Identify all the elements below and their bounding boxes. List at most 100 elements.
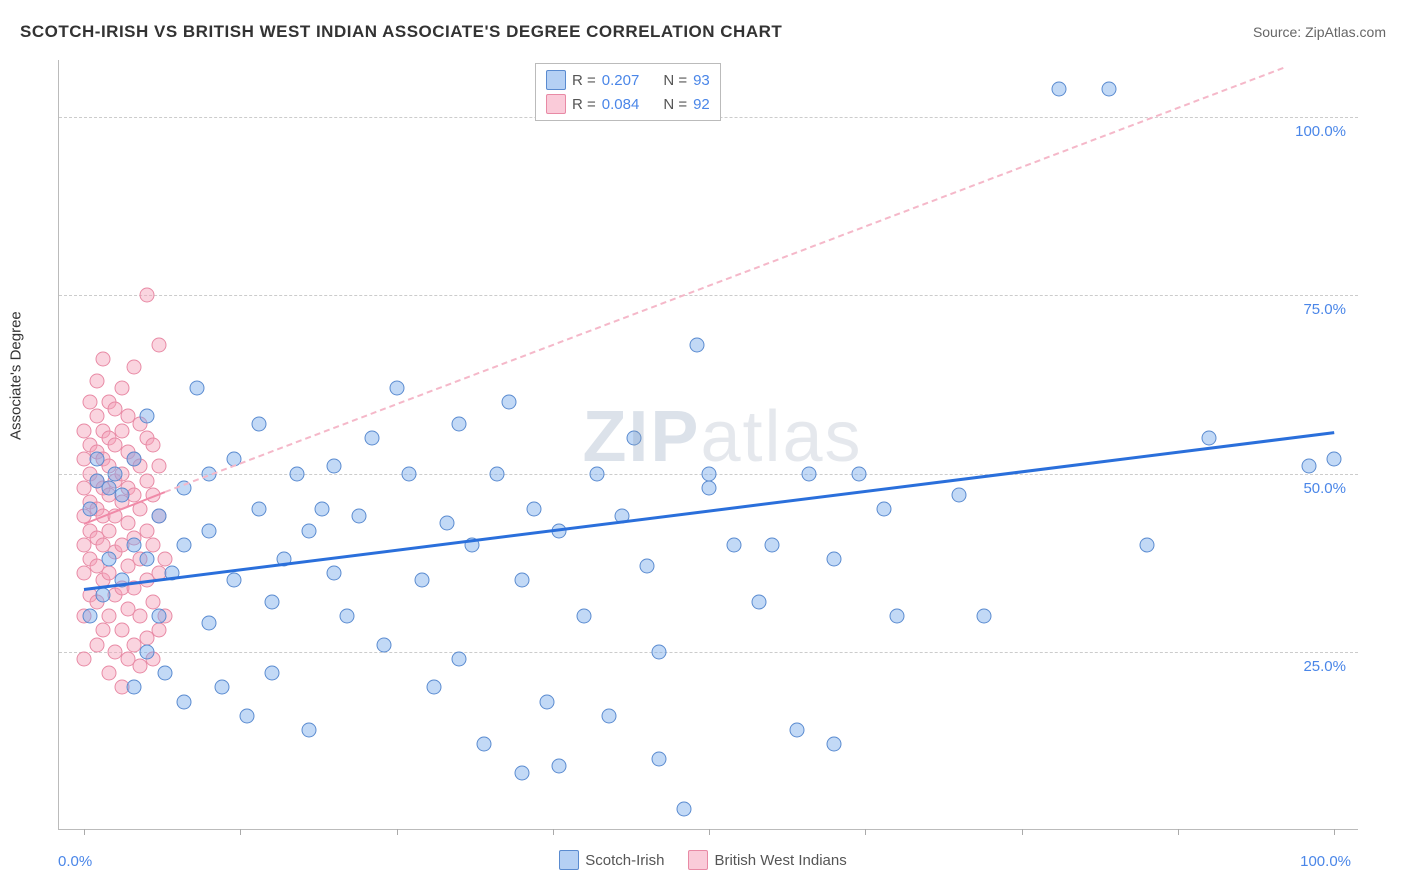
stat-n-label: N = (663, 72, 687, 89)
scatter-point (1102, 81, 1117, 96)
scatter-point (108, 466, 123, 481)
scatter-point (158, 666, 173, 681)
source-link[interactable]: ZipAtlas.com (1305, 24, 1386, 40)
scatter-point (539, 694, 554, 709)
scatter-point (89, 637, 104, 652)
legend-swatch (688, 850, 708, 870)
scatter-point (133, 609, 148, 624)
scatter-point (552, 758, 567, 773)
scatter-point (127, 680, 142, 695)
scatter-point (102, 666, 117, 681)
scatter-point (202, 616, 217, 631)
gridline (59, 652, 1358, 653)
scatter-point (889, 609, 904, 624)
scatter-point (95, 623, 110, 638)
scatter-point (264, 594, 279, 609)
trend-line (84, 431, 1334, 591)
scatter-point (652, 644, 667, 659)
scatter-point (439, 516, 454, 531)
scatter-point (145, 537, 160, 552)
stat-r-label: R = (572, 72, 596, 89)
stat-n-label: N = (663, 96, 687, 113)
scatter-point (1139, 537, 1154, 552)
legend: Scotch-Irish British West Indians (0, 850, 1406, 870)
x-axis-tick (240, 829, 241, 835)
scatter-point (789, 723, 804, 738)
source-prefix: Source: (1253, 24, 1305, 40)
y-axis-label: Associate's Degree (8, 311, 25, 440)
stat-n-value: 93 (693, 72, 710, 89)
scatter-point (627, 430, 642, 445)
y-axis-tick-label: 75.0% (1303, 301, 1346, 318)
scatter-point (89, 409, 104, 424)
scatter-point (302, 523, 317, 538)
scatter-point (302, 723, 317, 738)
scatter-point (139, 523, 154, 538)
scatter-point (639, 559, 654, 574)
legend-swatch (559, 850, 579, 870)
scatter-point (339, 609, 354, 624)
stats-row: R = 0.207 N = 93 (546, 68, 710, 92)
x-axis-tick (709, 829, 710, 835)
legend-item: British West Indians (688, 850, 846, 870)
scatter-point (239, 708, 254, 723)
scatter-point (827, 737, 842, 752)
scatter-point (83, 395, 98, 410)
scatter-point (139, 644, 154, 659)
scatter-point (377, 637, 392, 652)
scatter-point (952, 487, 967, 502)
stat-r-value: 0.084 (602, 96, 640, 113)
scatter-point (102, 523, 117, 538)
scatter-point (127, 537, 142, 552)
scatter-point (764, 537, 779, 552)
scatter-point (139, 473, 154, 488)
x-axis-tick (1178, 829, 1179, 835)
scatter-point (83, 502, 98, 517)
scatter-point (327, 566, 342, 581)
scatter-point (364, 430, 379, 445)
y-axis-tick-label: 25.0% (1303, 658, 1346, 675)
trend-line (165, 67, 1284, 493)
scatter-point (677, 801, 692, 816)
scatter-point (145, 438, 160, 453)
gridline (59, 295, 1358, 296)
scatter-point (489, 466, 504, 481)
scatter-point (139, 409, 154, 424)
scatter-point (702, 480, 717, 495)
scatter-point (689, 338, 704, 353)
scatter-point (702, 466, 717, 481)
scatter-point (802, 466, 817, 481)
x-axis-tick (397, 829, 398, 835)
scatter-point (95, 587, 110, 602)
scatter-point (502, 395, 517, 410)
scatter-point (514, 765, 529, 780)
legend-label: British West Indians (714, 852, 846, 869)
scatter-point (89, 452, 104, 467)
y-axis-tick-label: 50.0% (1303, 480, 1346, 497)
scatter-point (214, 680, 229, 695)
scatter-point (389, 380, 404, 395)
scatter-point (145, 594, 160, 609)
scatter-point (264, 666, 279, 681)
correlation-stats-box: R = 0.207 N = 93R = 0.084 N = 92 (535, 63, 721, 121)
stat-r-value: 0.207 (602, 72, 640, 89)
scatter-point (177, 694, 192, 709)
x-axis-tick (1334, 829, 1335, 835)
scatter-point (77, 651, 92, 666)
scatter-point (977, 609, 992, 624)
scatter-point (427, 680, 442, 695)
scatter-point (152, 509, 167, 524)
scatter-point (152, 459, 167, 474)
scatter-point (452, 651, 467, 666)
scatter-point (102, 552, 117, 567)
scatter-point (252, 502, 267, 517)
scatter-point (527, 502, 542, 517)
scatter-point (452, 416, 467, 431)
scatter-point (1052, 81, 1067, 96)
scatter-point (589, 466, 604, 481)
scatter-point (727, 537, 742, 552)
x-axis-tick (1022, 829, 1023, 835)
scatter-point (114, 380, 129, 395)
stat-n-value: 92 (693, 96, 710, 113)
legend-item: Scotch-Irish (559, 850, 664, 870)
